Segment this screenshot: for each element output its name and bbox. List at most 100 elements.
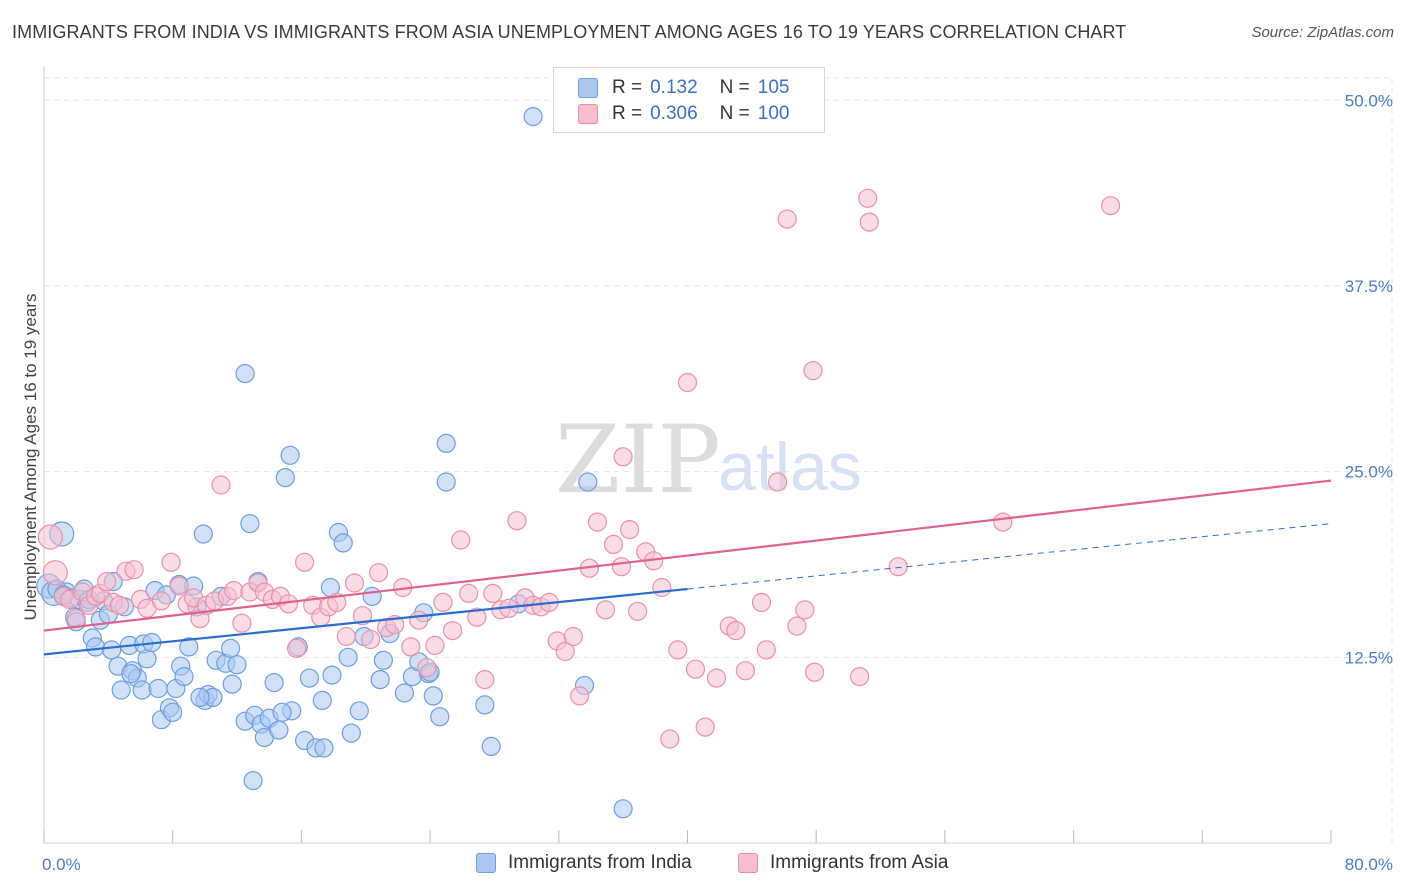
asia-point [767, 472, 788, 492]
india-point [362, 586, 382, 607]
india-point [163, 702, 183, 722]
asia-point [751, 592, 772, 613]
india-point [423, 686, 443, 706]
asia-point [451, 530, 471, 550]
asia-point [169, 576, 189, 596]
asia-point [467, 607, 487, 627]
asia-point [660, 729, 680, 749]
asia-point [211, 475, 231, 495]
asia-swatch [578, 104, 598, 124]
india-point [132, 680, 152, 700]
asia-point [459, 583, 479, 604]
legend-r-label: R = [612, 103, 643, 124]
asia-legend-swatch [738, 853, 758, 873]
india-point [240, 513, 260, 534]
asia-point [613, 447, 633, 467]
asia-point [888, 557, 908, 577]
india-point [338, 647, 358, 667]
asia-point [97, 571, 117, 592]
india-point [578, 472, 598, 492]
asia-point [443, 620, 463, 641]
asia-point [787, 616, 807, 636]
india-point [121, 664, 141, 684]
asia-point [849, 666, 870, 687]
india-point [193, 524, 213, 544]
asia-point [706, 668, 727, 688]
asia-point [595, 600, 616, 620]
asia-point [777, 209, 797, 229]
y-tick-label: 12.5% [1345, 648, 1393, 667]
asia-point [417, 658, 437, 678]
asia-point [124, 560, 144, 580]
asia-point [161, 552, 181, 572]
legend-n-label: N = [719, 77, 750, 98]
asia-point [336, 626, 356, 647]
india-point [394, 683, 414, 703]
india-point [299, 668, 319, 688]
asia-point [756, 640, 776, 660]
asia-point [483, 583, 503, 604]
asia-point [570, 686, 590, 706]
india-point [272, 702, 292, 722]
asia-point [619, 519, 640, 540]
asia-point [668, 640, 688, 660]
watermark: ZIP atlas [555, 406, 862, 515]
legend-asia-label: Immigrants from Asia [770, 852, 949, 873]
trend-lines [43, 479, 1332, 656]
asia-point [433, 592, 453, 613]
india-point [436, 433, 456, 453]
asia-point [587, 512, 608, 532]
asia-point [993, 512, 1013, 532]
asia-point [369, 563, 389, 583]
india-point [312, 690, 332, 711]
india-point [373, 650, 393, 670]
asia-point [475, 669, 495, 690]
india-point [148, 678, 168, 699]
source-label: Source: ZipAtlas.com [1251, 24, 1394, 41]
india-point [190, 687, 210, 708]
asia-point [859, 212, 879, 232]
legend-india-n: 105 [757, 77, 790, 98]
asia-point [507, 511, 527, 531]
axes [43, 66, 1332, 844]
india-swatch [578, 78, 598, 98]
asia-point [652, 577, 672, 598]
india-point [275, 468, 295, 488]
india-point [227, 655, 247, 675]
legend-asia-n: 100 [757, 103, 790, 124]
india-point [341, 723, 361, 743]
asia-point [409, 610, 429, 630]
asia-point [42, 560, 68, 586]
india-trend-extension [687, 523, 1332, 590]
asia-point [224, 580, 244, 601]
india-point [101, 640, 122, 660]
chart-title: IMMIGRANTS FROM INDIA VS IMMIGRANTS FROM… [12, 22, 1127, 42]
legend-item-india: Immigrants from India [476, 852, 692, 874]
india-trend-line [43, 587, 688, 656]
india-point [280, 445, 300, 465]
legend-r-label: R = [612, 77, 643, 98]
correlation-legend: R = 0.132 N = 105 R = 0.306 N = 100 [553, 67, 825, 133]
india-point [349, 701, 369, 721]
asia-point [563, 626, 583, 647]
asia-point [627, 601, 648, 621]
india-point [111, 680, 131, 700]
asia-point [603, 534, 624, 555]
asia-point [695, 717, 715, 737]
asia-point [795, 600, 815, 620]
asia-point [677, 372, 698, 393]
asia-point [425, 635, 445, 656]
gridlines [44, 77, 1393, 843]
asia-point [109, 595, 130, 615]
asia-point [295, 552, 315, 572]
legend-row-india: R = 0.132 N = 105 [578, 76, 789, 100]
asia-point [726, 620, 746, 641]
india-point [179, 637, 199, 657]
y-tick-label: 50.0% [1345, 91, 1393, 110]
india-point [481, 736, 501, 757]
asia-point [344, 573, 365, 593]
india-point [85, 637, 106, 657]
india-points [36, 106, 633, 819]
asia-point [685, 659, 706, 679]
